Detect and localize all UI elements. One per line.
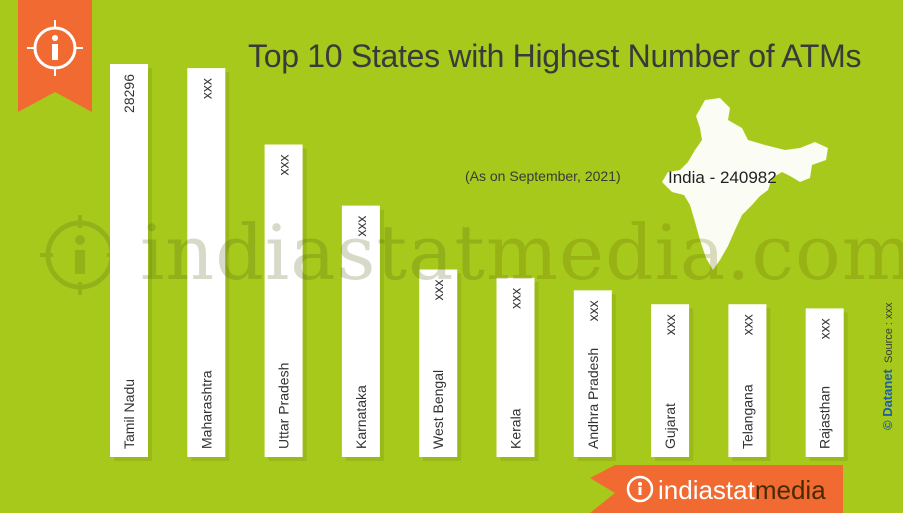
bar xyxy=(341,205,380,457)
value-label: xxx xyxy=(739,314,755,335)
bar xyxy=(110,64,148,457)
bar xyxy=(187,68,226,457)
bar xyxy=(264,144,303,457)
category-label: Gujarat xyxy=(662,403,678,449)
category-label: West Bengal xyxy=(430,370,446,449)
value-label: xxx xyxy=(198,78,214,99)
india-map-icon xyxy=(662,98,828,270)
india-total-label: India - 240982 xyxy=(668,168,777,187)
category-label: Maharashtra xyxy=(198,370,214,449)
category-label: Uttar Pradesh xyxy=(276,363,292,449)
watermark-text: indiastatmedia.com xyxy=(140,208,903,297)
value-label: xxx xyxy=(662,314,678,335)
category-label: Telangana xyxy=(739,384,755,449)
value-label: xxx xyxy=(353,216,369,237)
value-label: xxx xyxy=(508,288,524,309)
bar xyxy=(651,304,690,457)
chart-title: Top 10 States with Highest Number of ATM… xyxy=(248,38,862,74)
value-label: 28296 xyxy=(121,74,137,113)
bar xyxy=(573,290,612,457)
bar-group: Tamil Nadu 28296 Maharashtra xxx Uttar Prade… xyxy=(110,64,848,461)
value-label: xxx xyxy=(430,280,446,301)
footer-brand: indiastatmedia xyxy=(658,475,826,505)
category-label: Tamil Nadu xyxy=(121,379,137,449)
source-note: © Datanet Source : xxx xyxy=(880,302,895,430)
info-badge xyxy=(18,0,92,112)
category-label: Karnataka xyxy=(353,385,369,449)
value-label: xxx xyxy=(276,155,292,176)
bar xyxy=(805,308,844,457)
value-label: xxx xyxy=(585,300,601,321)
category-label: Rajasthan xyxy=(817,386,833,449)
footer-ribbon xyxy=(590,465,843,513)
category-label: Andhra Pradesh xyxy=(585,348,601,449)
bar xyxy=(728,304,767,457)
category-label: Kerala xyxy=(508,408,524,449)
footer-logo-icon xyxy=(626,475,654,503)
value-label: xxx xyxy=(817,318,833,339)
chart-subtitle: (As on September, 2021) xyxy=(465,168,621,184)
bar xyxy=(496,277,535,457)
watermark-icon xyxy=(40,215,120,295)
bar xyxy=(419,269,458,457)
